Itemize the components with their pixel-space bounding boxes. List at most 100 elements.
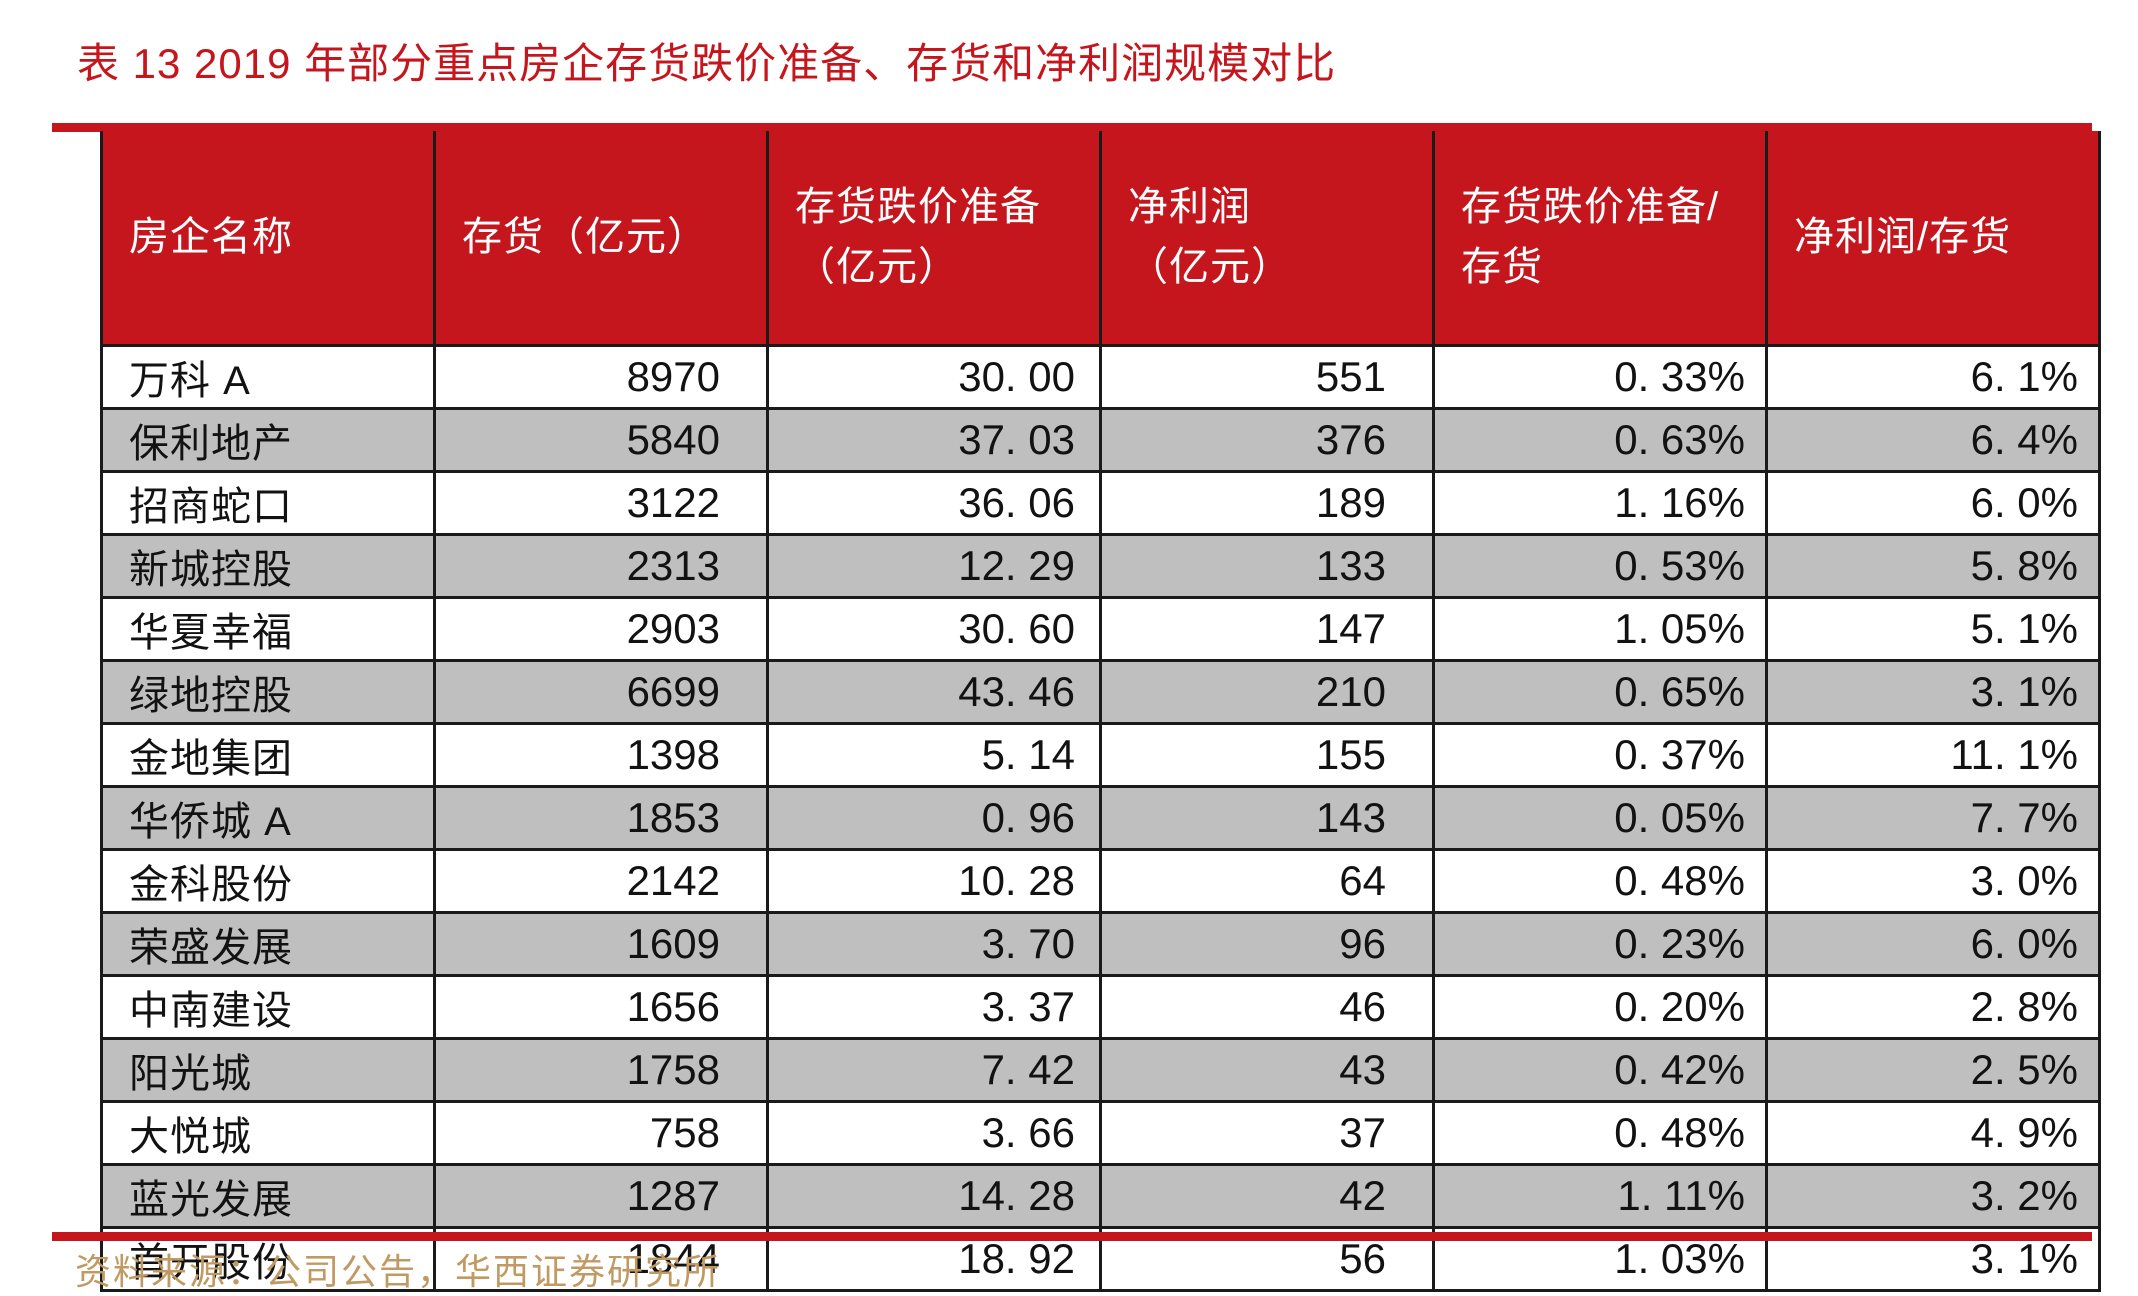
company-name-cell: 阳光城 [100,1036,436,1103]
value-cell: 14. 28 [766,1162,1102,1229]
company-name-cell: 中南建设 [100,973,436,1040]
table-row: 金科股份 2142 10. 28 64 0. 48% 3. 0% [100,847,2101,914]
source-note: 资料来源：公司公告，华西证券研究所 [75,1251,722,1292]
value-cell: 210 [1099,658,1435,725]
value-cell: 0. 23% [1432,910,1768,977]
value-cell: 6. 1% [1765,343,2101,410]
value-cell: 0. 33% [1432,343,1768,410]
value-cell: 5840 [433,406,769,473]
value-cell: 2142 [433,847,769,914]
company-name-cell: 荣盛发展 [100,910,436,977]
value-cell: 43 [1099,1036,1435,1103]
value-cell: 43. 46 [766,658,1102,725]
value-cell: 46 [1099,973,1435,1040]
value-cell: 1. 16% [1432,469,1768,536]
company-name-cell: 大悦城 [100,1099,436,1166]
table-row: 华侨城 A 1853 0. 96 143 0. 05% 7. 7% [100,784,2101,851]
value-cell: 64 [1099,847,1435,914]
value-cell: 1609 [433,910,769,977]
table-row: 中南建设 1656 3. 37 46 0. 20% 2. 8% [100,973,2101,1040]
value-cell: 143 [1099,784,1435,851]
value-cell: 3. 0% [1765,847,2101,914]
table-row: 保利地产 5840 37. 03 376 0. 63% 6. 4% [100,406,2101,473]
table-row: 万科 A 8970 30. 00 551 0. 33% 6. 1% [100,343,2101,410]
value-cell: 3. 37 [766,973,1102,1040]
value-cell: 6. 0% [1765,469,2101,536]
table-row: 华夏幸福 2903 30. 60 147 1. 05% 5. 1% [100,595,2101,662]
value-cell: 155 [1099,721,1435,788]
value-cell: 2. 5% [1765,1036,2101,1103]
value-cell: 0. 37% [1432,721,1768,788]
value-cell: 0. 05% [1432,784,1768,851]
column-header-4: 净利润 （亿元） [1099,131,1435,347]
company-name-cell: 华侨城 A [100,784,436,851]
value-cell: 5. 14 [766,721,1102,788]
table-row: 新城控股 2313 12. 29 133 0. 53% 5. 8% [100,532,2101,599]
table-body: 万科 A 8970 30. 00 551 0. 33% 6. 1% 保利地产 5840 37. … [100,343,2101,1292]
value-cell: 6. 4% [1765,406,2101,473]
value-cell: 1287 [433,1162,769,1229]
table-row: 阳光城 1758 7. 42 43 0. 42% 2. 5% [100,1036,2101,1103]
column-header-5: 存货跌价准备/ 存货 [1432,131,1768,347]
company-name-cell: 华夏幸福 [100,595,436,662]
value-cell: 6. 0% [1765,910,2101,977]
value-cell: 10. 28 [766,847,1102,914]
value-cell: 147 [1099,595,1435,662]
value-cell: 1853 [433,784,769,851]
value-cell: 1656 [433,973,769,1040]
data-table: 房企名称 存货（亿元） 存货跌价准备 （亿元） 净利润 （亿元） 存货跌价准备/ 存货净… [100,131,2101,1292]
bottom-rule [52,1232,2092,1241]
value-cell: 4. 9% [1765,1099,2101,1166]
value-cell: 7. 7% [1765,784,2101,851]
value-cell: 0. 96 [766,784,1102,851]
value-cell: 189 [1099,469,1435,536]
value-cell: 8970 [433,343,769,410]
table-row: 金地集团 1398 5. 14 155 0. 37% 11. 1% [100,721,2101,788]
column-header-3: 存货跌价准备 （亿元） [766,131,1102,347]
value-cell: 1758 [433,1036,769,1103]
value-cell: 11. 1% [1765,721,2101,788]
value-cell: 12. 29 [766,532,1102,599]
value-cell: 758 [433,1099,769,1166]
value-cell: 1. 11% [1432,1162,1768,1229]
value-cell: 42 [1099,1162,1435,1229]
value-cell: 0. 48% [1432,1099,1768,1166]
company-name-cell: 金地集团 [100,721,436,788]
value-cell: 376 [1099,406,1435,473]
value-cell: 3. 1% [1765,658,2101,725]
table-row: 招商蛇口 3122 36. 06 189 1. 16% 6. 0% [100,469,2101,536]
table-row: 荣盛发展 1609 3. 70 96 0. 23% 6. 0% [100,910,2101,977]
value-cell: 1398 [433,721,769,788]
value-cell: 0. 20% [1432,973,1768,1040]
value-cell: 0. 48% [1432,847,1768,914]
company-name-cell: 万科 A [100,343,436,410]
table-title: 表 13 2019 年部分重点房企存货跌价准备、存货和净利润规模对比 [77,40,1337,87]
value-cell: 30. 60 [766,595,1102,662]
company-name-cell: 新城控股 [100,532,436,599]
company-name-cell: 绿地控股 [100,658,436,725]
company-name-cell: 蓝光发展 [100,1162,436,1229]
column-header-1: 房企名称 [100,131,436,347]
table-row: 大悦城 758 3. 66 37 0. 48% 4. 9% [100,1099,2101,1166]
value-cell: 7. 42 [766,1036,1102,1103]
value-cell: 0. 63% [1432,406,1768,473]
value-cell: 0. 53% [1432,532,1768,599]
value-cell: 2. 8% [1765,973,2101,1040]
column-header-2: 存货（亿元） [433,131,769,347]
top-rule [52,123,2092,132]
value-cell: 36. 06 [766,469,1102,536]
value-cell: 3. 70 [766,910,1102,977]
table-row: 蓝光发展 1287 14. 28 42 1. 11% 3. 2% [100,1162,2101,1229]
value-cell: 1. 05% [1432,595,1768,662]
value-cell: 2313 [433,532,769,599]
table-header: 房企名称 存货（亿元） 存货跌价准备 （亿元） 净利润 （亿元） 存货跌价准备/ 存货净… [100,131,2101,347]
company-name-cell: 保利地产 [100,406,436,473]
value-cell: 3122 [433,469,769,536]
header-row: 房企名称 存货（亿元） 存货跌价准备 （亿元） 净利润 （亿元） 存货跌价准备/ 存货净… [100,131,2101,347]
value-cell: 5. 1% [1765,595,2101,662]
column-header-6: 净利润/存货 [1765,131,2101,347]
value-cell: 133 [1099,532,1435,599]
value-cell: 37. 03 [766,406,1102,473]
value-cell: 551 [1099,343,1435,410]
value-cell: 0. 42% [1432,1036,1768,1103]
